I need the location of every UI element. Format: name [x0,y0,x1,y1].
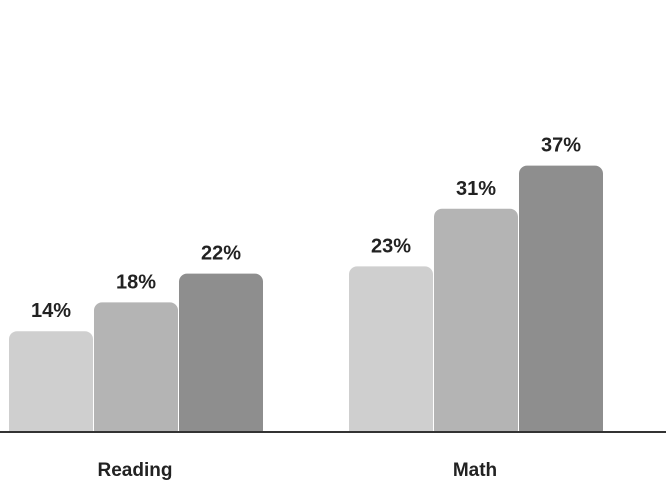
value-labels-layer: 14% 18% 22% 23% 31% 37% [31,135,581,323]
value-label-math-3: 37% [541,135,581,157]
baseline-mask [0,432,666,442]
bar-reading-2 [94,302,178,438]
value-label-reading-2: 18% [116,271,156,293]
bar-math-2 [434,208,518,438]
bar-reading-1 [9,331,93,438]
value-label-math-1: 23% [371,235,411,257]
category-label-reading: Reading [98,460,173,481]
bar-reading-3 [179,273,263,438]
bar-math-1 [349,266,433,438]
category-labels-layer: Reading Math [98,460,498,481]
bars-layer [0,165,666,442]
category-label-math: Math [453,460,497,481]
value-label-reading-1: 14% [31,300,71,322]
value-label-math-2: 31% [456,178,496,200]
bar-math-3 [519,165,603,438]
value-label-reading-3: 22% [201,243,241,265]
